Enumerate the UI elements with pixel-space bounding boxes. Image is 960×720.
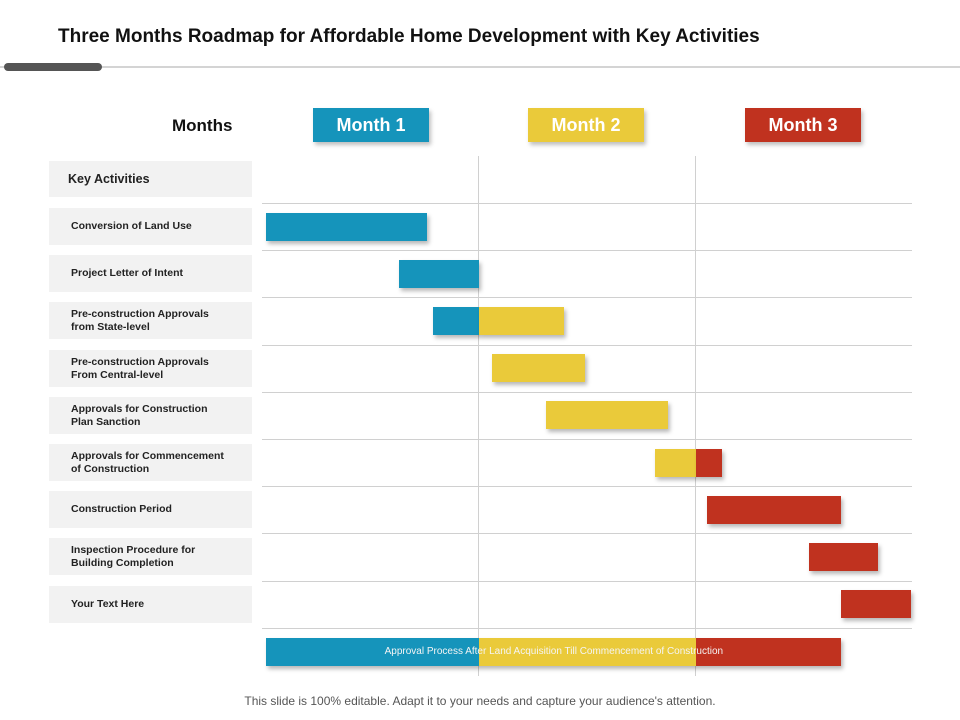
activity-3-bar-segment-2 [479,307,564,335]
activity-label-9: Your Text Here [49,586,252,623]
activity-6-bar-segment-2 [696,449,723,477]
activity-5-bar-segment-1 [546,401,668,429]
activity-label-2: Project Letter of Intent [49,255,252,292]
row-divider [262,533,912,534]
footer-note: This slide is 100% editable. Adapt it to… [244,694,716,708]
activity-label-text: Conversion of Land Use [71,220,192,232]
activity-label-text: Approvals for Commencement of Constructi… [71,449,224,475]
summary-bar-month-1-segment [266,638,479,666]
activity-label-text: Project Letter of Intent [71,267,184,279]
row-divider [262,345,912,346]
summary-bar-month-2-segment [478,638,696,666]
activity-8-bar-segment-1 [808,543,879,571]
title-underline-accent [4,63,102,71]
activity-label-4: Pre-construction Approvals From Central-… [49,350,252,387]
month-1-header: Month 1 [313,108,429,142]
activity-7-bar-segment-1 [706,496,842,524]
month-divider-2 [695,156,696,676]
activity-label-text: Construction Period [71,503,172,515]
activity-label-8: Inspection Procedure for Building Comple… [49,538,252,575]
activity-label-text: Pre-construction Approvals from State-le… [71,307,209,333]
activity-label-7: Construction Period [49,491,252,528]
row-divider [262,439,912,440]
activity-1-bar-segment-1 [266,213,427,241]
row-divider [262,250,912,251]
row-divider [262,628,912,629]
activity-6-bar-segment-1 [654,449,696,477]
activity-label-3: Pre-construction Approvals from State-le… [49,302,252,339]
row-divider [262,486,912,487]
key-activities-header: Key Activities [49,161,252,197]
summary-bar-month-3-segment [695,638,842,666]
months-label: Months [172,116,233,135]
key-activities-header-text: Key Activities [68,171,150,186]
summary-bar-label: Approval Process After Land Acquisition … [384,646,724,657]
activity-label-5: Approvals for Construction Plan Sanction [49,397,252,434]
activity-label-text: Inspection Procedure for Building Comple… [71,543,196,569]
activity-2-bar-segment-1 [398,260,479,288]
month-2-header: Month 2 [528,108,644,142]
activity-label-text: Approvals for Construction Plan Sanction [71,402,208,428]
activity-label-6: Approvals for Commencement of Constructi… [49,444,252,481]
activity-4-bar-segment-1 [492,354,586,382]
title-underline [0,66,960,68]
activity-label-text: Pre-construction Approvals From Central-… [71,355,209,381]
month-divider-1 [478,156,479,676]
activity-label-1: Conversion of Land Use [49,208,252,245]
month-3-header: Month 3 [745,108,861,142]
activity-3-bar-segment-1 [433,307,479,335]
page-title: Three Months Roadmap for Affordable Home… [58,26,760,47]
row-divider [262,392,912,393]
summary-bar: Approval Process After Land Acquisition … [266,638,842,666]
activity-9-bar-segment-1 [841,590,911,618]
activity-label-text: Your Text Here [71,598,145,610]
row-divider [262,203,912,204]
row-divider [262,297,912,298]
row-divider [262,581,912,582]
